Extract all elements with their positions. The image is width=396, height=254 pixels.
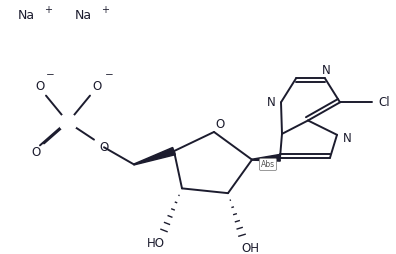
Text: O: O — [99, 141, 109, 154]
Text: P: P — [65, 116, 72, 129]
Text: −: − — [105, 70, 113, 80]
Text: Na: Na — [75, 9, 92, 22]
Text: O: O — [35, 80, 45, 92]
Text: Cl: Cl — [378, 96, 390, 109]
Text: +: + — [101, 5, 109, 14]
Text: N: N — [267, 96, 275, 109]
Text: −: − — [46, 70, 54, 80]
Text: O: O — [31, 147, 41, 160]
Text: Abs: Abs — [261, 160, 275, 169]
Text: N: N — [322, 64, 330, 77]
Text: Na: Na — [18, 9, 35, 22]
Polygon shape — [134, 148, 175, 165]
Text: HO: HO — [147, 237, 165, 250]
Text: +: + — [44, 5, 52, 14]
Text: O: O — [215, 118, 225, 131]
Text: O: O — [92, 80, 102, 92]
Polygon shape — [252, 154, 280, 161]
Text: N: N — [343, 132, 351, 145]
Circle shape — [59, 114, 77, 131]
Text: OH: OH — [241, 242, 259, 254]
